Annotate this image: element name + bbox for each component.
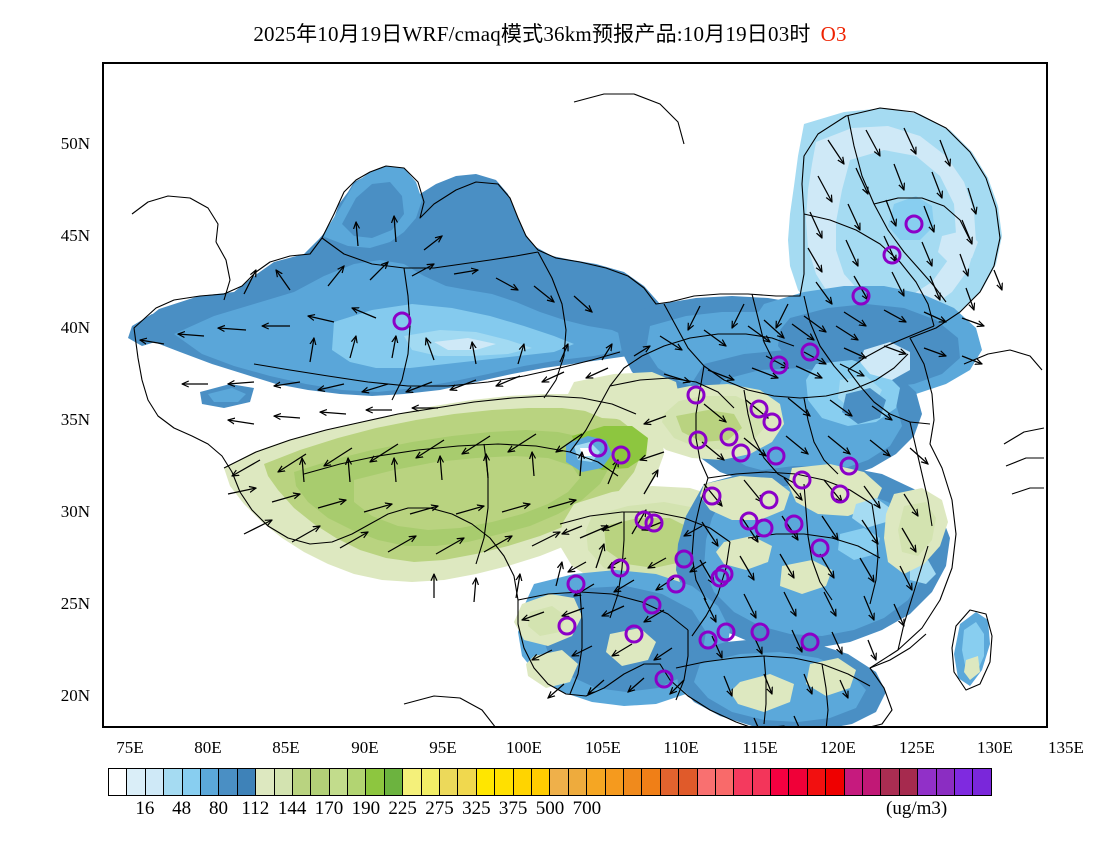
colorbar-cell-38: [807, 769, 827, 795]
colorbar-cell-23: [531, 769, 551, 795]
map-plot-frame: 10 m/s 版权所有: 南京大学| 南京创蓝科技有限公司: [102, 62, 1048, 728]
colorbar-label-144: 144: [277, 798, 307, 819]
colorbar-cell-43: [899, 769, 919, 795]
colorbar-cell-44: [918, 769, 937, 795]
colorbar-cell-21: [495, 769, 514, 795]
xtick-125E: 125E: [899, 738, 935, 757]
xtick-110E: 110E: [663, 738, 699, 757]
colorbar-cell-3: [164, 769, 183, 795]
colorbar-tick-labels: 16 48 80 112 144 170 190 225 275 325 375 500 700: [108, 798, 992, 824]
colorbar-label-48: 48: [172, 798, 192, 819]
boundary-layer: [131, 93, 1045, 726]
colorbar-label-170: 170: [314, 798, 344, 819]
colorbar-cell-20: [476, 769, 496, 795]
colorbar-cell-29: [642, 769, 661, 795]
colorbar-cell-17: [421, 769, 441, 795]
colorbar-cell-45: [936, 769, 955, 795]
colorbar-cell-24: [550, 769, 569, 795]
colorbar-cell-0: [109, 769, 128, 795]
colorbar-cell-35: [752, 769, 772, 795]
colorbar-cell-34: [734, 769, 753, 795]
colorbar-cell-9: [274, 769, 293, 795]
colorbar-cell-14: [366, 769, 385, 795]
colorbar-cell-42: [881, 769, 900, 795]
colorbar-label-275: 275: [425, 798, 454, 819]
ytick-20N: 20N: [60, 686, 90, 705]
xtick-85E: 85E: [272, 738, 300, 757]
colorbar-cell-4: [182, 769, 201, 795]
station-marker-layer: [392, 214, 924, 689]
colorbar-cell-19: [458, 769, 477, 795]
colorbar-cell-36: [771, 769, 790, 795]
title-main-text: 2025年10月19日WRF/cmaq模式36km预报产品:10月19日03时: [253, 22, 811, 46]
colorbar-cell-13: [348, 769, 367, 795]
colorbar-units: (ug/m3): [886, 798, 948, 819]
colorbar-cell-10: [292, 769, 312, 795]
colorbar-cell-8: [256, 769, 275, 795]
xtick-115E: 115E: [742, 738, 778, 757]
colorbar-cell-46: [954, 769, 974, 795]
colorbar-swatches: [108, 768, 992, 796]
wind-vector-layer: [140, 127, 1002, 726]
ytick-40N: 40N: [60, 318, 90, 337]
axis-tick-layer: [104, 64, 1046, 726]
colorbar-cell-18: [440, 769, 459, 795]
colorbar-cell-31: [679, 769, 698, 795]
colorbar-label-500: 500: [535, 798, 565, 819]
xtick-100E: 100E: [506, 738, 542, 757]
colorbar-cell-28: [623, 769, 643, 795]
ytick-30N: 30N: [60, 502, 90, 521]
page-title: 2025年10月19日WRF/cmaq模式36km预报产品:10月19日03时 O…: [0, 18, 1100, 48]
xtick-95E: 95E: [429, 738, 457, 757]
colorbar-cell-5: [200, 769, 220, 795]
colorbar-cell-7: [237, 769, 257, 795]
colorbar-cell-27: [605, 769, 624, 795]
colorbar-cell-11: [311, 769, 330, 795]
xtick-120E: 120E: [820, 738, 856, 757]
colorbar-label-325: 325: [462, 798, 491, 819]
colorbar-label-190: 190: [351, 798, 381, 819]
colorbar-cell-25: [568, 769, 588, 795]
xtick-135E: 135E: [1048, 738, 1084, 757]
colorbar-cell-41: [863, 769, 882, 795]
xtick-90E: 90E: [351, 738, 379, 757]
colorbar-label-225: 225: [388, 798, 417, 819]
colorbar-cell-47: [973, 769, 991, 795]
colorbar-label-112: 112: [241, 798, 270, 819]
colorbar-cell-40: [844, 769, 864, 795]
colorbar-cell-6: [219, 769, 238, 795]
colorbar-label-80: 80: [209, 798, 228, 819]
xtick-105E: 105E: [585, 738, 621, 757]
ytick-25N: 25N: [60, 594, 90, 613]
colorbar-cell-22: [513, 769, 532, 795]
colorbar-cell-12: [329, 769, 349, 795]
colorbar: 16 48 80 112 144 170 190 225 275 325 375 500 700: [108, 768, 992, 819]
colorbar-label-16: 16: [135, 798, 155, 819]
colorbar-cell-30: [660, 769, 680, 795]
title-species-label: O3: [820, 22, 847, 46]
colorbar-cell-2: [145, 769, 165, 795]
colorbar-cell-15: [384, 769, 404, 795]
colorbar-cell-1: [127, 769, 146, 795]
colorbar-cell-37: [789, 769, 808, 795]
colorbar-label-700: 700: [572, 798, 602, 819]
xtick-80E: 80E: [194, 738, 222, 757]
colorbar-cell-33: [715, 769, 735, 795]
map-canvas: [128, 93, 1045, 726]
ytick-35N: 35N: [60, 410, 90, 429]
colorbar-cell-39: [826, 769, 845, 795]
xtick-130E: 130E: [977, 738, 1013, 757]
colorbar-cell-16: [403, 769, 422, 795]
colorbar-cell-26: [587, 769, 606, 795]
ytick-45N: 45N: [60, 226, 90, 245]
ytick-50N: 50N: [60, 134, 90, 153]
xtick-75E: 75E: [116, 738, 144, 757]
colorbar-label-375: 375: [498, 798, 528, 819]
colorbar-cell-32: [697, 769, 716, 795]
